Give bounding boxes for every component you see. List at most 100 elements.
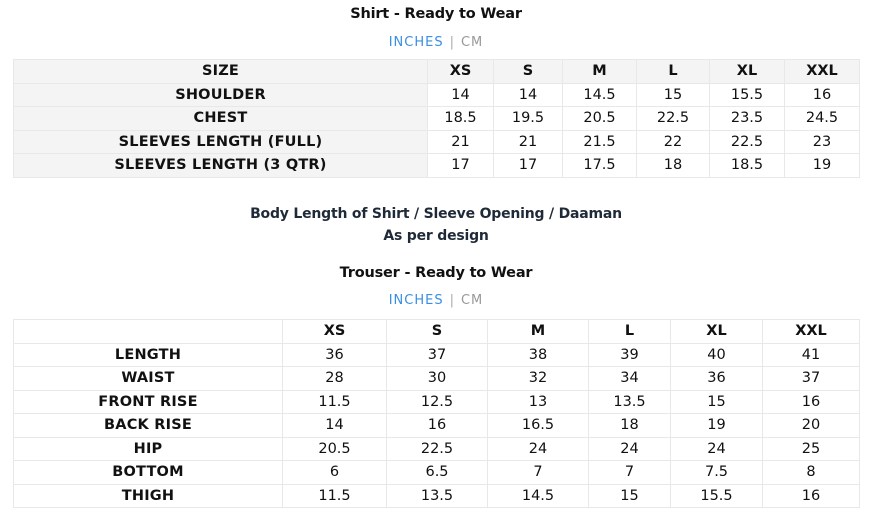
- size-header-cell: XXL: [784, 59, 860, 84]
- measurement-value: 12.5: [386, 389, 488, 414]
- measurement-value: 24: [670, 436, 763, 461]
- measurement-label: WAIST: [13, 366, 283, 391]
- measurement-label: HIP: [13, 436, 283, 461]
- measurement-value: 16: [386, 413, 488, 438]
- measurement-value: 14: [282, 413, 387, 438]
- measurement-value: 19: [670, 413, 763, 438]
- measurement-value: 20: [762, 413, 860, 438]
- measurement-label: BOTTOM: [13, 460, 283, 485]
- size-header-cell: L: [588, 319, 671, 344]
- table-row: FRONT RISE 11.5 12.5 13 13.5 15 16: [13, 389, 860, 414]
- measurement-value: 23.5: [709, 106, 785, 131]
- inches-toggle[interactable]: INCHES: [388, 293, 444, 308]
- table-row: BACK RISE 14 16 16.5 18 19 20: [13, 413, 860, 438]
- measurement-label: SLEEVES LENGTH (FULL): [13, 129, 428, 154]
- size-header-cell: XXL: [762, 319, 860, 344]
- measurement-value: 34: [588, 366, 671, 391]
- table-row: LENGTH 36 37 38 39 40 41: [13, 342, 860, 367]
- measurement-value: 32: [487, 366, 589, 391]
- measurement-value: 19.5: [493, 106, 563, 131]
- measurement-value: 14.5: [562, 82, 637, 107]
- measurement-label: CHEST: [13, 106, 428, 131]
- trouser-title: Trouser - Ready to Wear: [339, 265, 533, 281]
- measurement-value: 19: [784, 153, 860, 178]
- measurement-value: 18: [588, 413, 671, 438]
- size-header-cell: XL: [709, 59, 785, 84]
- size-header-cell: XS: [427, 59, 494, 84]
- measurement-value: 15.5: [670, 483, 763, 508]
- shirt-size-table: SIZE XS S M L XL XXL SHOULDER 14 14 14.5 15 15.5 16 CH…: [13, 59, 860, 178]
- measurement-value: 37: [762, 366, 860, 391]
- measurement-value: 28: [282, 366, 387, 391]
- size-header-cell: S: [493, 59, 563, 84]
- measurement-value: 17: [427, 153, 494, 178]
- measurement-value: 39: [588, 342, 671, 367]
- header-label-cell: SIZE: [13, 59, 428, 84]
- measurement-label: LENGTH: [13, 342, 283, 367]
- shirt-note: Body Length of Shirt / Sleeve Opening / …: [0, 203, 872, 247]
- header-label-cell: [13, 319, 283, 344]
- table-row: THIGH 11.5 13.5 14.5 15 15.5 16: [13, 483, 860, 508]
- note-line-1: Body Length of Shirt / Sleeve Opening / …: [250, 206, 622, 222]
- shirt-title: Shirt - Ready to Wear: [350, 6, 522, 22]
- note-line-2: As per design: [383, 228, 489, 244]
- measurement-value: 13.5: [588, 389, 671, 414]
- size-header-cell: M: [562, 59, 637, 84]
- size-header-cell: S: [386, 319, 488, 344]
- measurement-value: 15: [636, 82, 710, 107]
- measurement-value: 15: [670, 389, 763, 414]
- divider: |: [449, 35, 455, 50]
- measurement-label: BACK RISE: [13, 413, 283, 438]
- table-row: SLEEVES LENGTH (FULL) 21 21 21.5 22 22.5 23: [13, 129, 860, 154]
- measurement-value: 22.5: [386, 436, 488, 461]
- measurement-value: 24.5: [784, 106, 860, 131]
- measurement-value: 40: [670, 342, 763, 367]
- measurement-value: 17: [493, 153, 563, 178]
- measurement-value: 14.5: [487, 483, 589, 508]
- inches-toggle[interactable]: INCHES: [388, 35, 444, 50]
- measurement-value: 30: [386, 366, 488, 391]
- measurement-value: 11.5: [282, 483, 387, 508]
- measurement-value: 13.5: [386, 483, 488, 508]
- measurement-value: 21: [493, 129, 563, 154]
- measurement-value: 20.5: [282, 436, 387, 461]
- measurement-value: 8: [762, 460, 860, 485]
- measurement-label: THIGH: [13, 483, 283, 508]
- measurement-value: 15: [588, 483, 671, 508]
- trouser-size-table: XS S M L XL XXL LENGTH 36 37 38 39 40 41 WAIST 28 30 32 3…: [13, 319, 860, 508]
- measurement-value: 21.5: [562, 129, 637, 154]
- measurement-value: 14: [493, 82, 563, 107]
- table-row: BOTTOM 6 6.5 7 7 7.5 8: [13, 460, 860, 485]
- measurement-value: 17.5: [562, 153, 637, 178]
- measurement-value: 22.5: [709, 129, 785, 154]
- measurement-value: 6.5: [386, 460, 488, 485]
- measurement-value: 24: [588, 436, 671, 461]
- size-header-cell: XS: [282, 319, 387, 344]
- measurement-value: 6: [282, 460, 387, 485]
- measurement-value: 18: [636, 153, 710, 178]
- measurement-label: SLEEVES LENGTH (3 QTR): [13, 153, 428, 178]
- measurement-value: 7: [487, 460, 589, 485]
- table-row: HIP 20.5 22.5 24 24 24 25: [13, 436, 860, 461]
- measurement-value: 22: [636, 129, 710, 154]
- measurement-value: 21: [427, 129, 494, 154]
- measurement-value: 22.5: [636, 106, 710, 131]
- size-header-cell: XL: [670, 319, 763, 344]
- trouser-unit-toggle: INCHES | CM: [0, 293, 872, 308]
- table-row: SLEEVES LENGTH (3 QTR) 17 17 17.5 18 18.5 19: [13, 153, 860, 178]
- measurement-value: 37: [386, 342, 488, 367]
- measurement-value: 24: [487, 436, 589, 461]
- size-header-cell: M: [487, 319, 589, 344]
- measurement-value: 36: [670, 366, 763, 391]
- cm-toggle[interactable]: CM: [460, 35, 484, 50]
- measurement-value: 16: [762, 389, 860, 414]
- table-row: WAIST 28 30 32 34 36 37: [13, 366, 860, 391]
- measurement-value: 38: [487, 342, 589, 367]
- measurement-value: 18.5: [709, 153, 785, 178]
- measurement-value: 20.5: [562, 106, 637, 131]
- shirt-unit-toggle: INCHES | CM: [0, 35, 872, 50]
- measurement-value: 16: [784, 82, 860, 107]
- cm-toggle[interactable]: CM: [460, 293, 484, 308]
- measurement-value: 7: [588, 460, 671, 485]
- table-row: SHOULDER 14 14 14.5 15 15.5 16: [13, 82, 860, 107]
